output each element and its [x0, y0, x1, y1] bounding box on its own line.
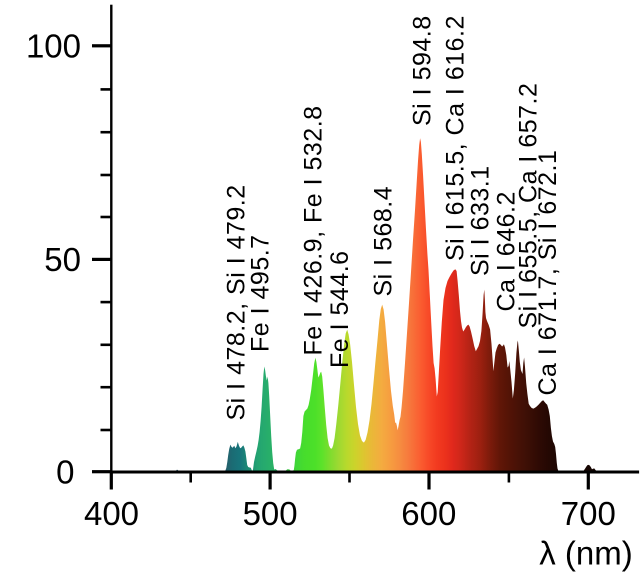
svg-text:Ca I 671.7, Si I 672.1: Ca I 671.7, Si I 672.1 — [534, 150, 562, 396]
svg-text:λ (nm): λ (nm) — [539, 535, 633, 572]
svg-text:Si I 615.5, Ca I 616.2: Si I 615.5, Ca I 616.2 — [442, 15, 470, 261]
svg-text:Si I 594.8: Si I 594.8 — [409, 15, 437, 126]
svg-text:400: 400 — [84, 495, 139, 532]
svg-text:Si I 633.1: Si I 633.1 — [467, 165, 495, 276]
svg-text:0: 0 — [56, 454, 74, 491]
svg-text:Fe I 495.7: Fe I 495.7 — [247, 234, 275, 352]
svg-text:700: 700 — [561, 495, 616, 532]
svg-text:Ca I 646.2: Ca I 646.2 — [493, 191, 521, 311]
svg-text:50: 50 — [44, 241, 81, 278]
svg-text:Si I 478.2, Si I 479.2: Si I 478.2, Si I 479.2 — [223, 184, 251, 420]
svg-text:Fe I 544.6: Fe I 544.6 — [326, 250, 354, 368]
svg-text:100: 100 — [26, 28, 81, 65]
svg-text:500: 500 — [243, 495, 298, 532]
svg-text:Si I 568.4: Si I 568.4 — [370, 186, 398, 297]
svg-text:Fe I 426.9, Fe I 532.8: Fe I 426.9, Fe I 532.8 — [300, 105, 328, 355]
svg-text:600: 600 — [401, 495, 456, 532]
svg-text:Si I 655.5, Ca I 657.2: Si I 655.5, Ca I 657.2 — [515, 83, 543, 329]
